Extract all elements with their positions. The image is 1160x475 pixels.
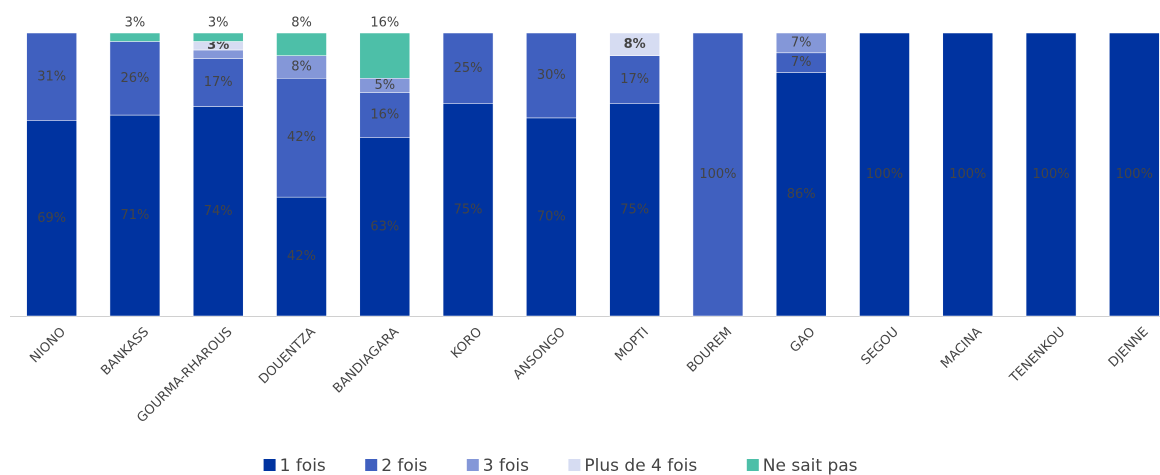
x-tick-label: DOUENTZA [256, 325, 319, 388]
legend-label: Ne sait pas [763, 456, 858, 475]
legend-label: 3 fois [483, 456, 529, 475]
bar-segment [859, 32, 910, 317]
legend-swatch [466, 459, 479, 471]
value-label: 25% [454, 61, 483, 76]
value-label: 8% [624, 37, 646, 52]
bar-segment [526, 32, 577, 119]
bar-segment [109, 114, 161, 317]
value-label: 86% [787, 187, 816, 202]
value-label: 42% [287, 249, 316, 264]
x-tick-label: MACINA [938, 325, 985, 372]
value-label: 70% [537, 209, 566, 224]
legend-label: 1 fois [280, 456, 326, 475]
x-tick-label: ANSONGO [511, 325, 569, 383]
x-tick-label: KORO [448, 325, 485, 362]
bar-segment [1025, 32, 1077, 317]
bar-segment [526, 117, 577, 317]
bar-segment [192, 32, 244, 42]
value-label: 100% [949, 167, 986, 182]
legend-swatch [365, 459, 378, 471]
legend-label: 2 fois [381, 456, 427, 475]
bar-segment [109, 32, 161, 42]
bar-segment [192, 58, 244, 107]
bar-segment [692, 32, 744, 317]
x-tick-label: MOPTI [612, 325, 652, 365]
bar-segment [26, 32, 77, 121]
x-tick-label: BOUREM [684, 325, 735, 376]
value-label: 16% [370, 16, 399, 31]
bar-segment [109, 41, 161, 116]
value-label: 100% [1116, 167, 1153, 182]
bar-segment [359, 92, 411, 138]
x-tick-label: BANKASS [98, 325, 152, 379]
value-label: 8% [291, 59, 312, 74]
value-label: 30% [537, 68, 566, 83]
x-tick-label: GAO [787, 325, 818, 356]
value-label: 69% [37, 211, 66, 226]
legend-swatch [568, 459, 581, 471]
value-label: 42% [287, 130, 316, 145]
value-label: 3% [207, 38, 229, 53]
value-label: 75% [620, 202, 649, 217]
legend-swatch [263, 459, 276, 471]
bar-segment [192, 106, 244, 317]
x-tick-label: GOURMA-RHAROUS [134, 325, 235, 426]
legend-swatch [746, 459, 759, 471]
value-label: 74% [204, 204, 233, 219]
x-tick-label: DJENNE [1106, 325, 1152, 371]
value-label: 75% [454, 202, 483, 217]
bar-segment [276, 196, 327, 317]
value-label: 7% [791, 55, 812, 70]
bar-segment [442, 32, 494, 104]
value-label: 26% [120, 71, 149, 86]
bar-segment [359, 137, 411, 317]
bar-segment [1109, 32, 1160, 317]
bar-segment [609, 32, 660, 56]
x-tick-label: BANDIAGARA [330, 325, 402, 397]
value-label: 100% [699, 167, 736, 182]
value-label: 63% [370, 219, 399, 234]
bar-segment [942, 32, 994, 317]
value-label: 5% [374, 78, 395, 93]
value-label: 3% [125, 16, 146, 31]
value-label: 3% [208, 16, 229, 31]
value-label: 8% [291, 16, 312, 31]
bar-segment [359, 32, 411, 79]
value-label: 17% [204, 75, 233, 90]
value-label: 31% [37, 69, 66, 84]
legend-label: Plus de 4 fois [584, 456, 697, 475]
value-label: 100% [1032, 167, 1069, 182]
value-label: 7% [791, 35, 812, 50]
x-tick-label: NIONO [27, 325, 69, 367]
bar-segment [775, 72, 827, 317]
bar-segment [276, 32, 327, 56]
x-tick-label: TENENKOU [1007, 325, 1069, 387]
value-label: 100% [866, 167, 903, 182]
value-label: 16% [370, 108, 399, 123]
bar-segment [442, 103, 494, 317]
bar-segment [609, 55, 660, 104]
bar-segment [276, 78, 327, 198]
bar-segment [609, 103, 660, 317]
x-tick-label: SEGOU [858, 325, 901, 368]
bar-segment [26, 120, 77, 317]
value-label: 71% [120, 208, 149, 223]
value-label: 17% [620, 72, 649, 87]
bar-segment [775, 32, 827, 54]
